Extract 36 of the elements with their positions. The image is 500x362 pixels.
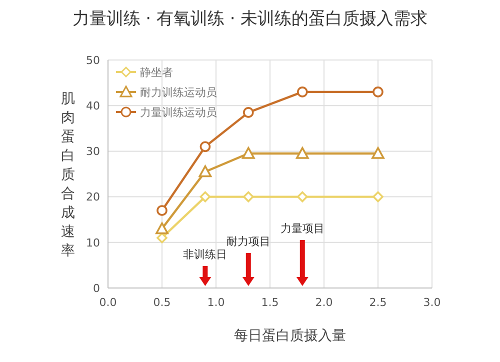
y-tick-label: 0 (93, 282, 100, 295)
point (156, 205, 168, 216)
annotation: 非训练日 (183, 248, 228, 261)
point (243, 107, 254, 118)
point (297, 86, 308, 98)
point (297, 191, 308, 202)
x-tick-label: 2.0 (315, 296, 333, 309)
x-tick-label: 1.5 (261, 296, 279, 309)
point (372, 147, 384, 159)
annotation: 力量项目 (280, 222, 324, 235)
x-tick-label: 3.0 (423, 296, 441, 309)
x-tick-label: 0.0 (99, 296, 117, 309)
annotation: 耐力项目 (226, 235, 270, 248)
point (372, 86, 384, 98)
y-tick-label: 50 (86, 54, 100, 67)
y-tick-label: 20 (86, 190, 100, 204)
point (296, 147, 309, 159)
point (243, 191, 254, 202)
point (242, 147, 255, 159)
y-tick-label: 40 (86, 99, 100, 112)
x-tick-label: 2.5 (369, 296, 387, 309)
x-axis-title: 每日蛋白质摄入量 (234, 328, 346, 344)
legend-label: 静坐者 (140, 66, 173, 79)
legend-label: 耐力训练运动员 (140, 86, 217, 99)
point (200, 141, 211, 152)
y-tick-label: 30 (86, 145, 100, 158)
point (372, 191, 384, 202)
point (198, 165, 212, 178)
x-tick-label: 0.5 (153, 296, 171, 309)
text: 肌肉蛋白质合成速率 (61, 91, 75, 259)
legend-label: 力量训练运动员 (140, 106, 217, 119)
y-tick-label: 10 (86, 236, 100, 250)
chart-title: 力量训练 · 有氧训练 · 未训练的蛋白质摄入需求 (72, 9, 428, 29)
point (200, 191, 211, 202)
x-tick-label: 1.0 (207, 296, 225, 309)
point (156, 222, 168, 234)
